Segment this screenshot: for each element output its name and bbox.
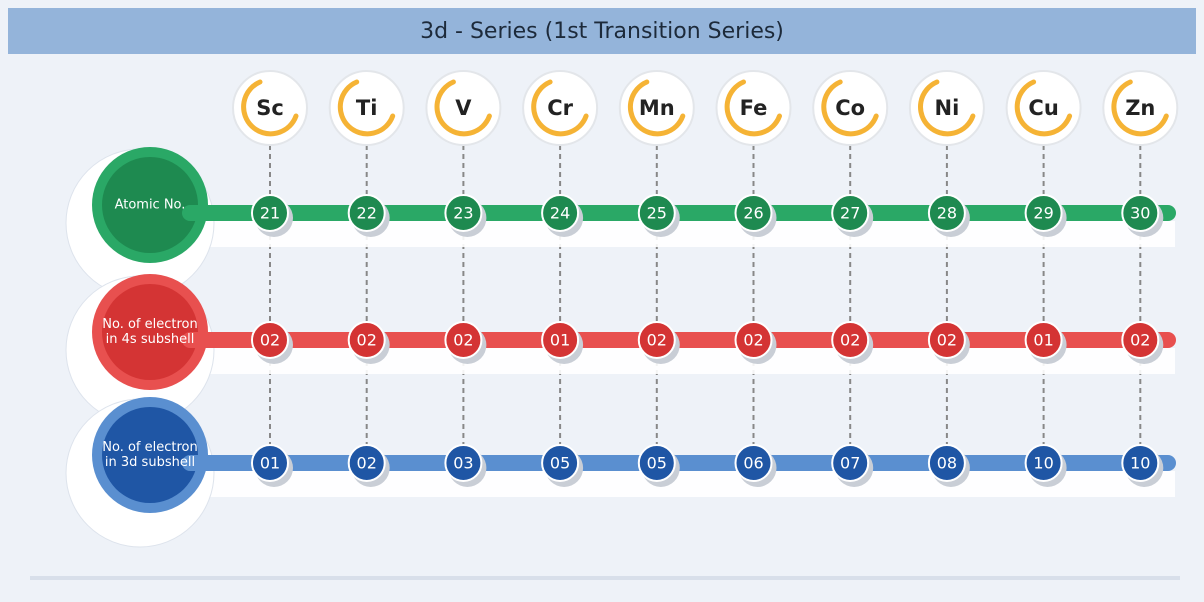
value: 21 <box>260 204 280 223</box>
value: 06 <box>743 454 763 473</box>
value-dot <box>1121 321 1160 359</box>
value: 02 <box>260 331 280 350</box>
element-arc <box>241 79 299 137</box>
value-dot <box>831 444 870 482</box>
element-symbol: Zn <box>1125 96 1155 120</box>
value: 02 <box>743 331 763 350</box>
row-label: No. of electron in 4s subshell <box>102 317 198 347</box>
value: 02 <box>647 331 667 350</box>
row-shadow <box>200 348 1175 374</box>
element-symbol: Co <box>835 96 865 120</box>
element-arc <box>821 79 879 137</box>
row-shadow <box>200 471 1175 497</box>
value-dot <box>347 194 386 232</box>
value-dot <box>1024 194 1063 232</box>
big-inner <box>102 157 198 253</box>
big-inner <box>102 284 198 380</box>
value-dot <box>927 444 966 482</box>
value-dot <box>541 444 580 482</box>
value: 26 <box>743 204 763 223</box>
element-arc <box>434 79 492 137</box>
value: 10 <box>1130 454 1150 473</box>
value-dot <box>734 194 773 232</box>
value: 02 <box>357 331 377 350</box>
row-shadow <box>200 221 1175 247</box>
element-arc <box>627 79 686 137</box>
value-dot <box>541 321 580 359</box>
value-dot <box>637 444 676 482</box>
element-symbol: V <box>455 96 472 120</box>
value-dot <box>734 321 773 359</box>
value-dot <box>1121 444 1160 482</box>
value-dot <box>444 321 483 359</box>
value-dot <box>1024 321 1063 359</box>
value-dot <box>927 321 966 359</box>
value: 29 <box>1033 204 1053 223</box>
value-dot <box>444 444 483 482</box>
value: 02 <box>937 331 957 350</box>
value: 02 <box>1130 331 1150 350</box>
value: 25 <box>647 204 667 223</box>
value-dot <box>347 444 386 482</box>
element-arc <box>1014 79 1073 137</box>
value: 01 <box>260 454 280 473</box>
value: 24 <box>550 204 570 223</box>
value: 05 <box>550 454 570 473</box>
value: 07 <box>840 454 860 473</box>
element-symbol: Ni <box>935 96 960 120</box>
value-dot <box>1121 194 1160 232</box>
value: 22 <box>357 204 377 223</box>
floor-line <box>30 576 1180 580</box>
value: 30 <box>1130 204 1150 223</box>
value: 02 <box>453 331 473 350</box>
big-inner <box>102 407 198 503</box>
element-symbol: Ti <box>356 96 378 120</box>
element-arc <box>1111 79 1169 137</box>
value-dot <box>831 321 870 359</box>
value: 01 <box>550 331 570 350</box>
title: 3d - Series (1st Transition Series) <box>420 19 784 44</box>
element-arc <box>337 79 396 137</box>
value-dot <box>734 444 773 482</box>
element-arc <box>724 79 782 137</box>
value-dot <box>251 444 289 482</box>
value: 02 <box>357 454 377 473</box>
element-symbol: Fe <box>740 96 768 120</box>
value-dot <box>637 321 676 359</box>
element-symbol: Cr <box>547 96 573 120</box>
value: 02 <box>840 331 860 350</box>
value: 08 <box>937 454 957 473</box>
element-symbol: Mn <box>639 96 675 120</box>
element-arc <box>531 79 589 137</box>
value: 10 <box>1033 454 1053 473</box>
value: 28 <box>937 204 957 223</box>
value: 05 <box>647 454 667 473</box>
value-dot <box>831 194 870 232</box>
value-dot <box>927 194 966 232</box>
title-bar <box>8 8 1196 54</box>
row-label: Atomic No. <box>114 197 186 213</box>
value-dot <box>251 194 289 232</box>
value-dot <box>541 194 580 232</box>
element-symbol: Sc <box>256 96 284 120</box>
value: 03 <box>453 454 473 473</box>
value: 23 <box>453 204 473 223</box>
value-dot <box>637 194 676 232</box>
value-dot <box>347 321 386 359</box>
element-symbol: Cu <box>1028 96 1058 120</box>
element-arc <box>918 79 976 137</box>
value-dot <box>1024 444 1063 482</box>
row-label: No. of electron in 3d subshell <box>102 440 198 470</box>
value-dot <box>251 321 289 359</box>
value: 27 <box>840 204 860 223</box>
value: 01 <box>1033 331 1053 350</box>
value-dot <box>444 194 483 232</box>
